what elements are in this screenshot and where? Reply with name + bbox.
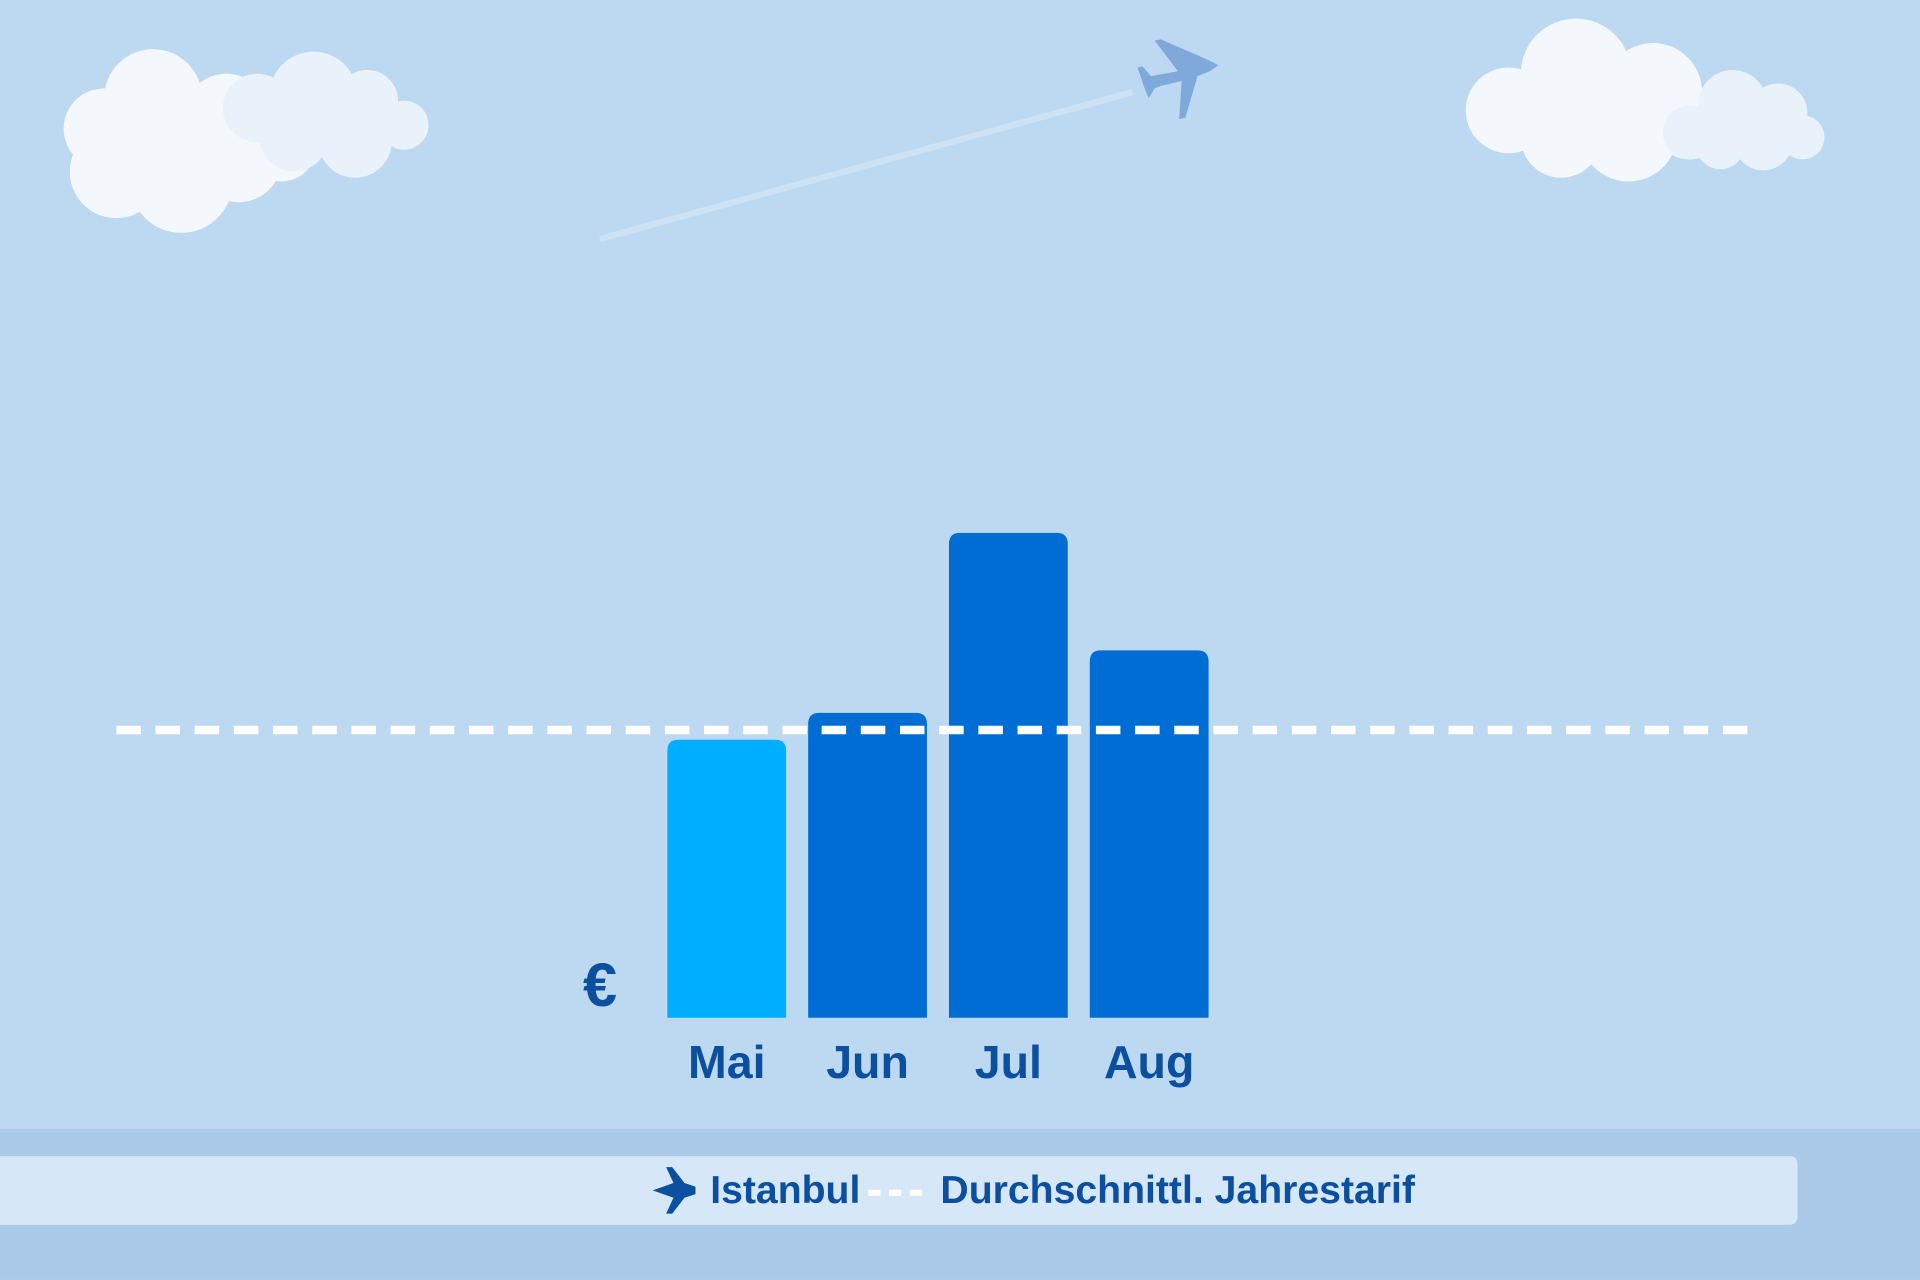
legend-label: Istanbul [710, 1169, 860, 1212]
x-tick-label: Jul [975, 1036, 1042, 1088]
cloud [222, 51, 429, 178]
bar [1089, 650, 1209, 1018]
legend-plane-icon [652, 1167, 696, 1214]
x-tick-label: Mai [688, 1036, 766, 1088]
contrail [599, 89, 1134, 242]
y-axis-label: € [583, 951, 617, 1019]
x-tick-label: Jun [826, 1036, 909, 1088]
x-tick-label: Aug [1104, 1036, 1194, 1088]
bar [808, 712, 927, 1018]
cloud [1662, 70, 1825, 171]
bar [667, 739, 787, 1018]
cloud [1465, 18, 1727, 182]
legend-label: Durchschnittl. Jahrestarif [940, 1169, 1415, 1212]
bar [948, 532, 1068, 1018]
plane-icon [1137, 39, 1219, 119]
